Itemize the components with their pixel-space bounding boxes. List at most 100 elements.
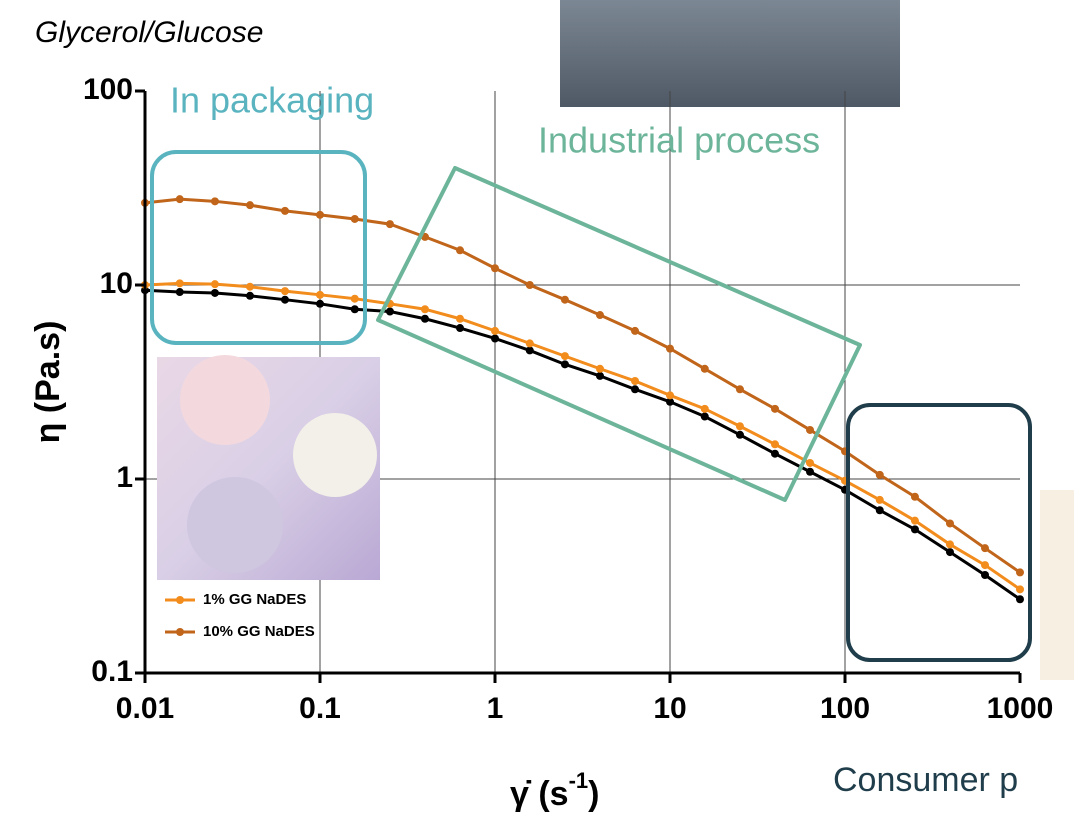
x-tick-label: 1000 [987, 692, 1054, 725]
data-point [666, 391, 674, 400]
data-point [491, 264, 499, 273]
data-point [806, 467, 815, 476]
process-box [376, 166, 862, 502]
packaging-box [150, 150, 367, 345]
data-point [525, 346, 534, 355]
data-point [981, 561, 990, 570]
x-tick-label: 10 [653, 692, 686, 725]
data-point [245, 291, 254, 300]
legend-label: 10% GG NaDES [203, 623, 315, 640]
data-point [735, 385, 744, 394]
data-point [875, 506, 884, 515]
data-point [491, 334, 499, 343]
data-point [945, 548, 954, 557]
data-point [420, 305, 429, 314]
x-tick-label: 100 [820, 692, 870, 725]
data-point [175, 279, 184, 288]
data-point [560, 352, 569, 361]
photo-detail [187, 477, 283, 573]
x-label-end: ) [588, 775, 599, 813]
data-point [1016, 585, 1024, 594]
data-point [385, 307, 394, 316]
data-point [910, 525, 919, 534]
data-point [735, 422, 744, 431]
data-point [770, 440, 779, 449]
annotation: Consumer p [833, 761, 1018, 799]
data-point [806, 458, 815, 467]
data-point [595, 311, 604, 320]
data-point [210, 280, 219, 289]
series-line [144, 281, 1021, 591]
data-point [735, 430, 744, 439]
photo-detail [180, 355, 270, 445]
data-point [770, 404, 779, 413]
x-tick-label: 0.01 [116, 692, 174, 725]
data-point [910, 492, 919, 501]
data-point [525, 339, 534, 348]
data-point [245, 201, 254, 210]
data-point [700, 412, 709, 421]
data-point [456, 324, 465, 333]
data-point [560, 295, 569, 304]
y-tick-label: 1 [116, 461, 133, 494]
data-point [631, 385, 640, 394]
data-point [245, 282, 254, 291]
y-axis-label: η (Pa.s) [29, 321, 67, 444]
data-point [595, 371, 604, 380]
photo-faint [1040, 490, 1074, 680]
data-point [910, 516, 919, 525]
annotation: In packaging [170, 80, 374, 121]
chart-title: Glycerol/Glucose [35, 16, 263, 49]
photo-detail [293, 413, 377, 497]
data-point [385, 220, 394, 229]
data-point [210, 288, 219, 297]
x-label-text: γ̇ (s [510, 775, 569, 813]
legend-marker [176, 628, 184, 636]
data-point [875, 495, 884, 504]
data-point [700, 364, 709, 373]
data-point [281, 206, 290, 215]
data-point [1016, 595, 1024, 604]
legend-marker [176, 596, 184, 604]
x-label-sup: -1 [569, 768, 589, 793]
y-tick-label: 0.1 [91, 655, 133, 688]
data-point [875, 470, 884, 479]
y-tick-label: 10 [100, 267, 133, 300]
data-point [700, 404, 709, 413]
data-point [631, 326, 640, 335]
data-point [316, 299, 324, 308]
data-point [666, 344, 674, 353]
data-point [945, 540, 954, 549]
data-point [525, 281, 534, 289]
annotation: Industrial process [538, 120, 820, 161]
data-point [316, 290, 324, 299]
legend-label: 1% GG NaDES [203, 591, 306, 608]
data-point [316, 210, 324, 219]
data-point [491, 326, 499, 335]
data-point [350, 214, 359, 223]
data-point [666, 397, 674, 406]
data-point [456, 246, 465, 255]
series-line [144, 288, 1021, 601]
data-point [981, 571, 990, 580]
data-point [175, 288, 184, 297]
x-tick-label: 0.1 [299, 692, 341, 725]
data-point [350, 294, 359, 303]
x-tick-label: 1 [487, 692, 504, 725]
data-point [981, 544, 990, 553]
y-tick-label: 100 [83, 73, 133, 106]
photo-machine [560, 0, 900, 107]
data-point [281, 295, 290, 304]
data-point [210, 197, 219, 206]
data-point [806, 425, 815, 434]
data-point [175, 195, 184, 204]
series-line [144, 197, 1021, 574]
data-point [281, 287, 290, 296]
consumer-box [846, 403, 1032, 662]
data-point [456, 314, 465, 323]
data-point [420, 314, 429, 323]
data-point [945, 519, 954, 528]
data-point [770, 449, 779, 458]
data-point [1016, 568, 1024, 577]
